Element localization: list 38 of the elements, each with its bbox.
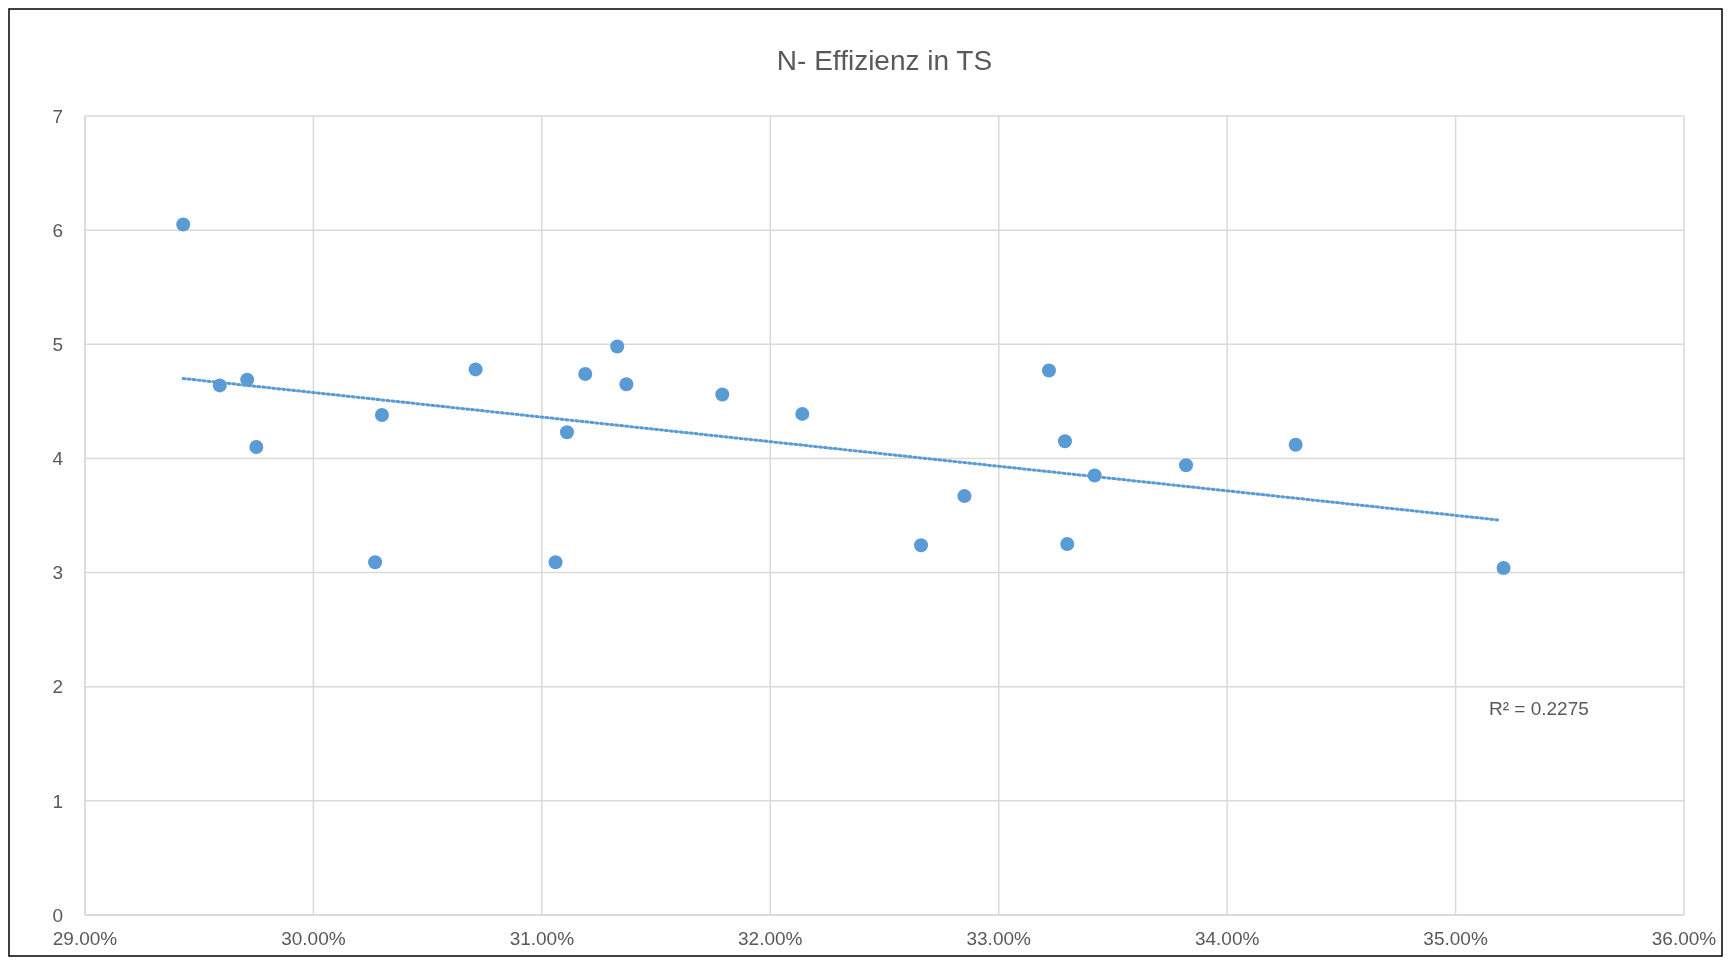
point: [578, 366, 593, 381]
y-tick-label: 2: [52, 676, 63, 698]
point: [1041, 363, 1056, 378]
x-tick-label: 34.00%: [1194, 928, 1260, 949]
x-tick-label: 30.00%: [281, 928, 346, 949]
y-tick-label: 6: [52, 219, 63, 241]
x-tick-label: 36.00%: [1651, 928, 1717, 949]
point: [1288, 437, 1303, 452]
y-tick-label: 1: [52, 790, 63, 812]
point: [548, 555, 563, 570]
point: [619, 377, 634, 392]
point: [559, 425, 574, 440]
point: [1496, 561, 1511, 576]
point: [1060, 537, 1075, 552]
point: [914, 538, 929, 553]
x-tick-label: 31.00%: [509, 928, 575, 949]
y-tick-label: 5: [52, 333, 63, 355]
point: [374, 408, 389, 423]
point: [368, 555, 383, 570]
y-tick-label: 0: [52, 904, 63, 926]
x-tick-label: 32.00%: [738, 928, 803, 949]
x-tick-label: 29.00%: [52, 928, 118, 949]
point: [795, 406, 810, 421]
y-tick-label: 3: [52, 562, 63, 584]
point: [1057, 434, 1072, 449]
point: [715, 387, 730, 402]
point: [610, 339, 625, 354]
annotation: R² = 0.2275: [1489, 698, 1589, 720]
x-tick-label: 33.00%: [966, 928, 1032, 949]
point: [176, 217, 191, 232]
x-tick-label: 35.00%: [1423, 928, 1488, 949]
point: [957, 489, 972, 504]
point: [1179, 458, 1194, 473]
point: [468, 362, 483, 377]
y-tick-label: 4: [52, 448, 64, 470]
y-tick-label: 7: [52, 105, 63, 127]
chart-title: N- Effizienz in TS: [776, 45, 993, 76]
point: [249, 440, 264, 455]
